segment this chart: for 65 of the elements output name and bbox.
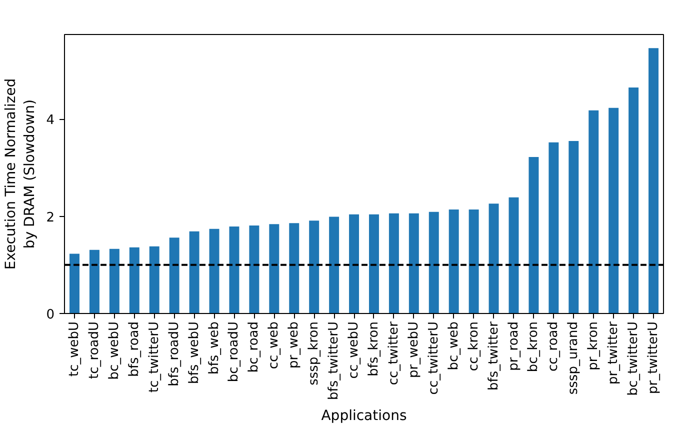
bar: [189, 231, 200, 314]
x-tick-label: bfs_roadU: [166, 321, 182, 386]
x-tick-label: bfs_road: [126, 321, 142, 377]
x-tick-label: bc_roadU: [226, 321, 242, 382]
bar: [129, 247, 140, 314]
y-tick-label: 4: [46, 113, 55, 128]
bar: [69, 254, 80, 314]
bar: [209, 228, 220, 314]
bar: [588, 110, 599, 314]
bar: [329, 216, 340, 314]
bar: [648, 48, 659, 314]
x-tick-label: cc_web: [266, 321, 282, 370]
x-tick-label: bc_kron: [526, 321, 542, 372]
x-tick-label: pr_web: [286, 321, 302, 368]
bar: [628, 87, 639, 314]
x-tick-label: tc_roadU: [86, 321, 102, 379]
bar: [608, 108, 619, 314]
x-tick-label: cc_twitterU: [426, 321, 442, 395]
x-tick-label: bfs_web: [206, 322, 222, 374]
bar: [229, 226, 240, 314]
x-tick-label: sssp_kron: [306, 321, 322, 386]
y-axis-title: Execution Time Normalized by DRAM (Slowdown): [3, 78, 38, 270]
x-axis-title: Applications: [321, 408, 407, 424]
x-tick-label: pr_kron: [586, 321, 602, 370]
y-tick-label: 0: [46, 308, 55, 322]
x-tick-label: bc_twitterU: [626, 321, 642, 396]
bar: [349, 214, 360, 314]
bar: [528, 156, 539, 314]
bar: [169, 238, 180, 314]
x-tick-label: bfs_twitter: [486, 320, 502, 390]
bar: [548, 142, 559, 314]
bar: [309, 220, 320, 314]
bar: [488, 204, 499, 314]
bar: [368, 214, 379, 314]
bar: [428, 212, 439, 314]
y-tick-label: 2: [46, 210, 55, 226]
x-tick-label: bfs_kron: [366, 321, 382, 376]
x-tick-label: cc_twitter: [386, 320, 402, 386]
x-tick-label: bfs_twitterU: [326, 321, 342, 400]
bar: [149, 246, 160, 314]
bar: [388, 213, 399, 314]
bar: [269, 224, 280, 314]
x-tick-label: sssp_urand: [566, 321, 582, 395]
bar: [408, 213, 419, 314]
x-tick-label: cc_road: [546, 321, 562, 372]
bar: [109, 248, 120, 314]
x-tick-label: cc_webU: [346, 321, 362, 379]
bar: [89, 250, 100, 314]
bar: [289, 223, 300, 314]
x-tick-label: pr_webU: [406, 321, 422, 378]
bar: [508, 197, 519, 314]
x-tick-label: pr_twitterU: [646, 321, 662, 394]
bar: [468, 209, 479, 314]
x-tick-label: bc_webU: [106, 322, 122, 380]
x-tick-label: bc_road: [246, 321, 262, 373]
bar: [448, 209, 459, 314]
bar: [249, 226, 260, 314]
x-tick-label: cc_kron: [466, 321, 482, 372]
x-tick-label: bc_web: [446, 321, 462, 370]
x-tick-label: tc_webU: [66, 321, 82, 377]
x-tick-label: bfs_webU: [186, 322, 202, 384]
x-tick-label: pr_twitter: [606, 320, 622, 384]
x-tick-label: pr_road: [506, 322, 522, 371]
x-tick-label: tc_twitterU: [146, 322, 162, 393]
bar: [568, 140, 579, 314]
